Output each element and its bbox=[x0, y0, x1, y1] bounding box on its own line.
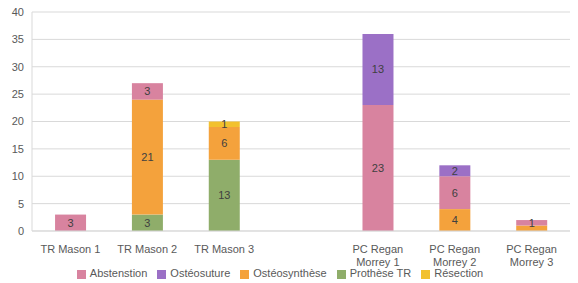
html-text:Ostéosuture: Ostéosuture bbox=[170, 267, 231, 279]
svg-text:13: 13 bbox=[372, 63, 384, 75]
svg-text:10: 10 bbox=[12, 170, 24, 182]
svg-text:3: 3 bbox=[67, 217, 73, 229]
svg-text:4: 4 bbox=[452, 214, 458, 226]
svg-text:PC ReganMorrey 3: PC ReganMorrey 3 bbox=[506, 243, 557, 268]
svg-text:15: 15 bbox=[12, 143, 24, 155]
html-text:Prothèse TR: Prothèse TR bbox=[349, 267, 412, 279]
svg-text:TR Mason 3: TR Mason 3 bbox=[194, 243, 254, 255]
svg-text:TR Mason 1: TR Mason 1 bbox=[40, 243, 100, 255]
svg-text:3: 3 bbox=[144, 85, 150, 97]
html-text:Ostéosynthèse: Ostéosynthèse bbox=[253, 267, 327, 279]
svg-text:23: 23 bbox=[372, 162, 384, 174]
svg-text:13: 13 bbox=[218, 189, 230, 201]
svg-text:30: 30 bbox=[12, 61, 24, 73]
svg-text:6: 6 bbox=[452, 187, 458, 199]
svg-text:6: 6 bbox=[221, 137, 227, 149]
html-text:Résection: Résection bbox=[434, 267, 484, 279]
svg-text:35: 35 bbox=[12, 33, 24, 45]
svg-text:0: 0 bbox=[18, 225, 24, 237]
svg-text:25: 25 bbox=[12, 88, 24, 100]
svg-text:PC ReganMorrey 1: PC ReganMorrey 1 bbox=[352, 243, 403, 268]
svg-text:PC ReganMorrey 2: PC ReganMorrey 2 bbox=[429, 243, 480, 268]
svg-text:5: 5 bbox=[18, 198, 24, 210]
svg-text:20: 20 bbox=[12, 115, 24, 127]
svg-text:2: 2 bbox=[452, 165, 458, 177]
svg-text:1: 1 bbox=[529, 217, 535, 229]
svg-text:3: 3 bbox=[144, 217, 150, 229]
html-text:Abstenstion: Abstenstion bbox=[89, 267, 148, 279]
svg-text:40: 40 bbox=[12, 6, 24, 18]
svg-text:1: 1 bbox=[221, 118, 227, 130]
svg-text:21: 21 bbox=[141, 151, 153, 163]
svg-text:TR Mason 2: TR Mason 2 bbox=[117, 243, 177, 255]
